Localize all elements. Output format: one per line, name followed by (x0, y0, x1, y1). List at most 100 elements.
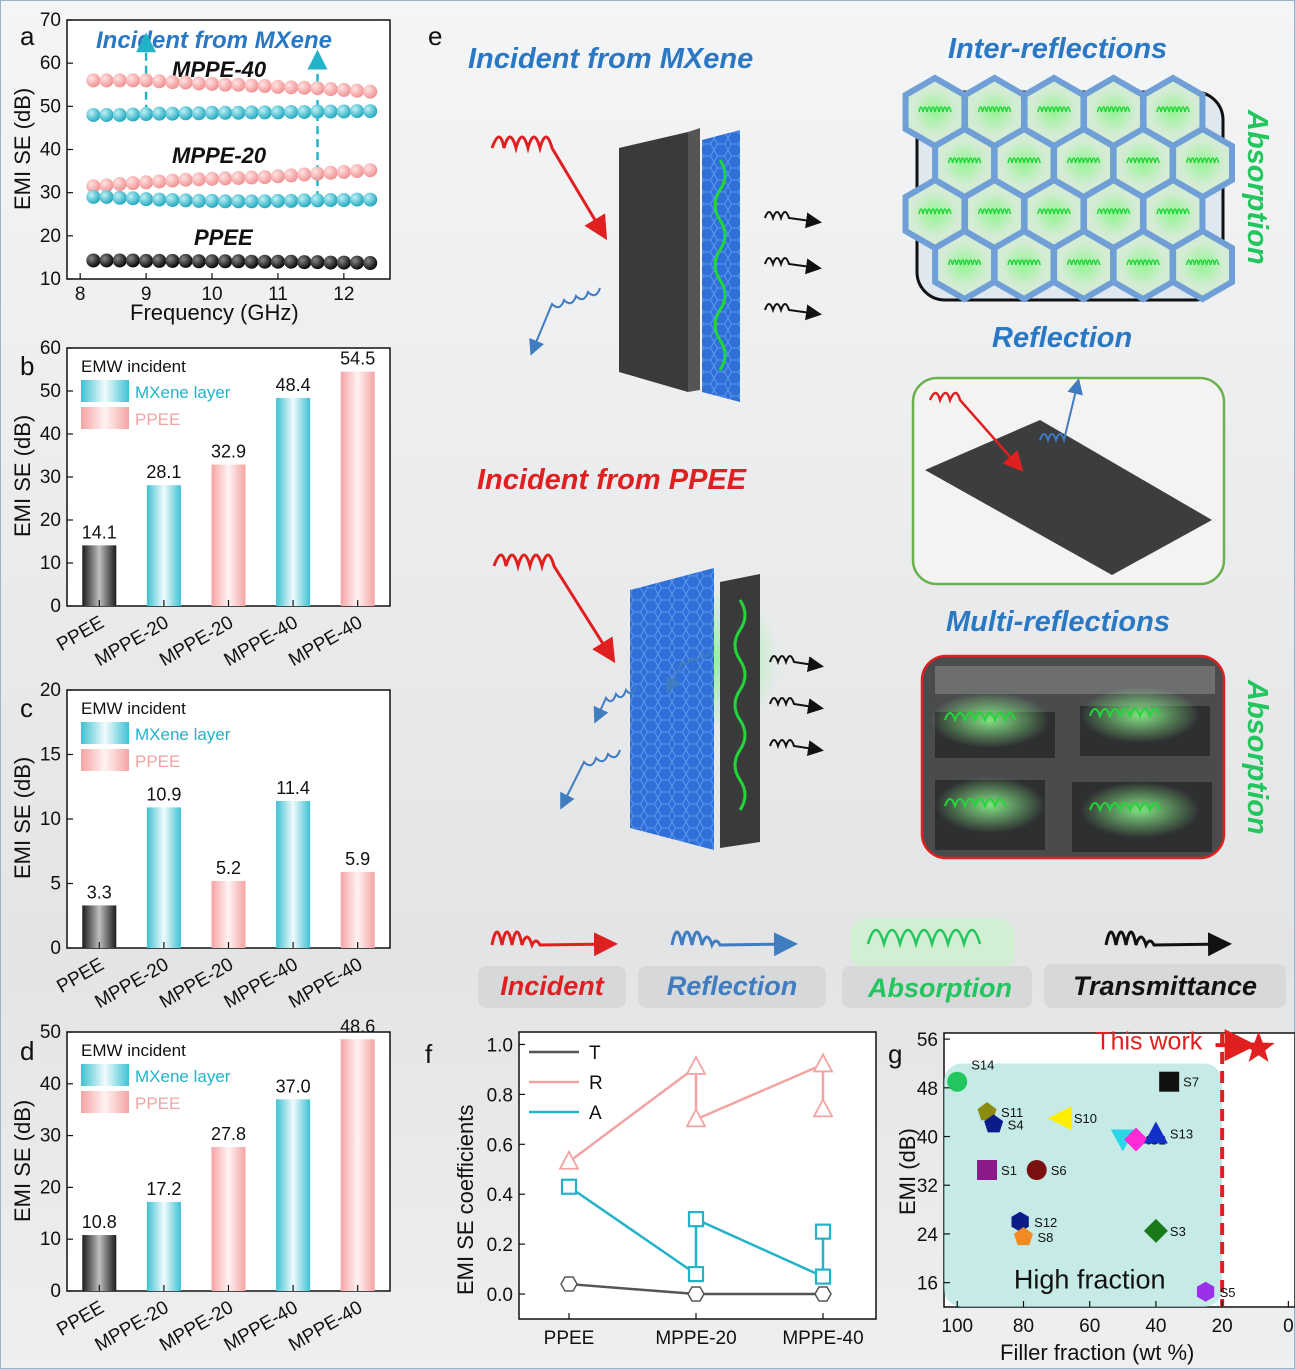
bar (146, 1201, 181, 1291)
marker-s4 (984, 1114, 1004, 1133)
data-point (125, 191, 140, 206)
internal-reflection-wave (666, 649, 713, 694)
legend-label-ppee: PPEE (135, 1094, 180, 1113)
legend-swatch-mxene (81, 1064, 129, 1086)
y-tick-label: 48 (917, 1079, 938, 1100)
reflection-label: Reflection (667, 971, 798, 1001)
reflection-wave (1039, 378, 1083, 444)
absorption-wave (1037, 208, 1071, 215)
data-point (257, 254, 272, 269)
marker-s6 (1026, 1160, 1047, 1180)
data-point (284, 193, 299, 208)
absorption-wave (1156, 208, 1190, 215)
transmittance-wave-3 (764, 303, 822, 321)
data-point (231, 170, 246, 185)
y-tick-label: 0 (50, 596, 61, 617)
x-tick-label: MPPE-40 (285, 1297, 366, 1356)
marker-s2 (1124, 1127, 1149, 1152)
bar-value-label: 28.1 (146, 462, 181, 482)
panel-label-e: e (428, 21, 442, 51)
marker-label: S8 (1037, 1230, 1053, 1245)
absorption-wave (977, 106, 1012, 113)
data-point (270, 105, 285, 120)
transmittance-wave-2 (769, 697, 824, 715)
data-point (218, 171, 233, 186)
wave-legend: Incident Reflection Absorption Transmitt… (478, 918, 1286, 1008)
data-point (350, 164, 365, 179)
data-point-T (814, 1286, 832, 1302)
data-point (165, 193, 180, 208)
data-point (336, 82, 351, 97)
data-point (165, 173, 180, 188)
incident-wave (492, 553, 616, 664)
y-tick-label: 16 (917, 1274, 938, 1295)
data-point (218, 254, 233, 269)
transmittance-wave-2 (764, 257, 822, 275)
legend-label-ppee: PPEE (135, 410, 180, 429)
data-point (336, 193, 351, 208)
reflection-wave-1 (593, 685, 637, 724)
absorption-wave (944, 712, 1016, 723)
data-point (270, 169, 285, 184)
x-tick-label: MPPE-20 (91, 612, 172, 671)
multi-reflections-title: Multi-reflections (946, 606, 1170, 638)
data-point (297, 193, 312, 208)
x-tick-label: 100 (941, 1316, 973, 1337)
bar (276, 800, 311, 948)
marker-s1 (977, 1160, 998, 1180)
data-point (363, 192, 378, 207)
data-point (191, 106, 206, 121)
bar (340, 371, 375, 606)
marker-s12 (1011, 1211, 1029, 1232)
title-a: Incident from MXene (96, 27, 332, 54)
data-point (165, 253, 180, 268)
data-point (350, 255, 365, 270)
legend-label-ppee: PPEE (135, 752, 180, 771)
data-point (284, 104, 299, 119)
data-point (139, 175, 154, 190)
panel-e: e Incident from MXene Incident from PPEE… (428, 21, 1286, 1008)
y-axis-label-c: EMI SE (dB) (10, 757, 35, 879)
x-tick-label: PPEE (544, 1328, 595, 1349)
absorption-wave (947, 157, 982, 164)
inter-reflections-title: Inter-reflections (948, 33, 1167, 65)
absorption-wave (977, 208, 1012, 215)
marker-label: S13 (1170, 1126, 1193, 1141)
marker-s7 (1159, 1071, 1180, 1092)
bar-value-label: 54.5 (340, 349, 375, 369)
data-point (218, 194, 233, 209)
incident-wave (490, 135, 608, 241)
data-point (257, 105, 272, 120)
bar (211, 1146, 246, 1291)
legend-swatch-ppee (81, 749, 129, 771)
mxene-layer (630, 568, 714, 850)
data-point-R (812, 1052, 834, 1073)
data-point (205, 193, 220, 208)
data-point (244, 170, 259, 185)
panel-label-g: g (888, 1039, 902, 1069)
absorption-wave (1089, 802, 1161, 813)
x-tick-label: 40 (1145, 1316, 1166, 1337)
y-tick-label: 10 (40, 809, 61, 830)
reflection-legend-wave (670, 930, 798, 957)
data-point (99, 189, 114, 204)
y-tick-label: 40 (40, 140, 61, 161)
marker-s14 (947, 1071, 968, 1092)
panel-label-b: b (20, 351, 34, 381)
y-tick-label: 40 (40, 1074, 61, 1095)
transmittance-wave-1 (764, 211, 822, 229)
x-tick-label: MPPE-20 (655, 1328, 736, 1349)
data-point (284, 80, 299, 95)
y-tick-label: 10 (40, 269, 61, 290)
marker-label: S6 (1051, 1163, 1067, 1178)
bar-value-label: 14.1 (82, 522, 117, 542)
data-point (257, 79, 272, 94)
slab-ppee-incident (492, 553, 824, 850)
panel-a: a 10 20 30 40 50 60 70 8 9 10 11 12 EMI SE (dB) Fr… (10, 10, 391, 325)
data-point (112, 73, 127, 88)
absorption-wave (918, 106, 952, 113)
absorption-wave (1037, 106, 1071, 113)
panel-label-f: f (425, 1039, 433, 1069)
data-point-A (687, 1211, 705, 1228)
data-point (323, 165, 338, 180)
